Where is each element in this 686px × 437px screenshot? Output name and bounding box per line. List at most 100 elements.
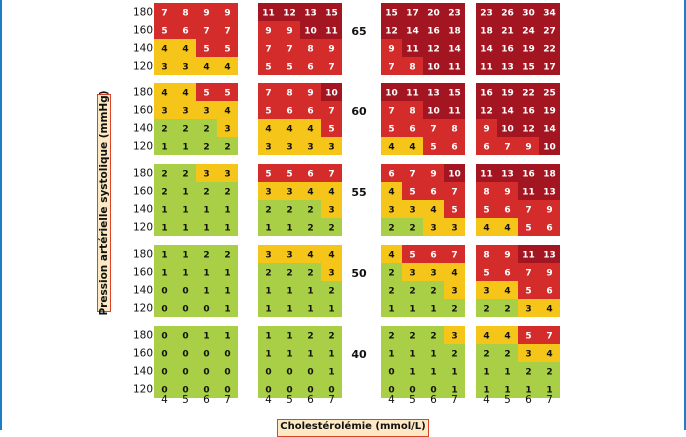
risk-value-label: 14 bbox=[448, 45, 461, 55]
risk-value-label: 23 bbox=[448, 9, 461, 19]
risk-value-label: 1 bbox=[409, 305, 415, 315]
risk-value-label: 9 bbox=[483, 125, 489, 135]
risk-cell bbox=[423, 380, 444, 398]
risk-value-label: 17 bbox=[543, 63, 556, 73]
risk-cell bbox=[175, 362, 196, 380]
risk-value-label: 9 bbox=[224, 9, 230, 19]
risk-value-label: 5 bbox=[286, 63, 292, 73]
risk-value-label: 5 bbox=[224, 89, 230, 99]
risk-value-label: 2 bbox=[328, 332, 334, 342]
risk-value-label: 6 bbox=[451, 143, 457, 153]
risk-value-label: 1 bbox=[224, 305, 230, 315]
risk-value-label: 1 bbox=[224, 269, 230, 279]
risk-value-label: 1 bbox=[430, 368, 436, 378]
risk-value-label: 1 bbox=[307, 287, 313, 297]
risk-cell bbox=[300, 245, 321, 263]
risk-value-label: 3 bbox=[286, 143, 292, 153]
risk-value-label: 1 bbox=[203, 332, 209, 342]
risk-cell bbox=[444, 299, 465, 317]
risk-value-label: 1 bbox=[546, 386, 552, 396]
risk-cell bbox=[321, 362, 342, 380]
risk-cell bbox=[476, 281, 497, 299]
risk-cell bbox=[196, 164, 217, 182]
risk-value-label: 1 bbox=[328, 350, 334, 360]
risk-cell bbox=[154, 57, 175, 75]
risk-cell bbox=[196, 218, 217, 236]
risk-value-label: 3 bbox=[307, 143, 313, 153]
risk-cell bbox=[423, 3, 444, 21]
risk-value-label: 11 bbox=[262, 9, 275, 19]
risk-cell bbox=[196, 101, 217, 119]
risk-value-label: 0 bbox=[307, 386, 313, 396]
risk-cell bbox=[476, 39, 497, 57]
risk-cell bbox=[539, 83, 560, 101]
risk-cell bbox=[539, 164, 560, 182]
risk-cell bbox=[154, 218, 175, 236]
risk-value-label: 30 bbox=[522, 9, 535, 19]
risk-cell bbox=[381, 200, 402, 218]
risk-value-label: 3 bbox=[224, 125, 230, 135]
risk-cell bbox=[539, 3, 560, 21]
risk-value-label: 1 bbox=[224, 332, 230, 342]
risk-cell bbox=[444, 137, 465, 155]
risk-cell bbox=[279, 137, 300, 155]
risk-value-label: 1 bbox=[182, 188, 188, 198]
risk-cell bbox=[476, 200, 497, 218]
risk-cell bbox=[497, 101, 518, 119]
risk-value-label: 16 bbox=[480, 89, 493, 99]
risk-value-label: 4 bbox=[307, 125, 313, 135]
risk-cell bbox=[321, 182, 342, 200]
risk-cell bbox=[300, 164, 321, 182]
risk-value-label: 1 bbox=[182, 224, 188, 234]
risk-cell bbox=[381, 57, 402, 75]
risk-value-label: 9 bbox=[430, 170, 436, 180]
risk-cell bbox=[518, 137, 539, 155]
risk-cell bbox=[196, 200, 217, 218]
risk-cell bbox=[518, 299, 539, 317]
risk-value-label: 25 bbox=[543, 89, 556, 99]
risk-value-label: 12 bbox=[480, 107, 493, 117]
risk-value-label: 7 bbox=[451, 188, 457, 198]
risk-value-label: 1 bbox=[182, 251, 188, 261]
risk-cell bbox=[258, 182, 279, 200]
risk-cell bbox=[444, 362, 465, 380]
risk-cell bbox=[444, 101, 465, 119]
risk-value-label: 15 bbox=[385, 9, 398, 19]
risk-value-label: 13 bbox=[304, 9, 317, 19]
risk-cell bbox=[258, 57, 279, 75]
age-label: 55 bbox=[351, 186, 366, 199]
risk-cell bbox=[258, 326, 279, 344]
risk-cell bbox=[300, 263, 321, 281]
risk-cell bbox=[518, 326, 539, 344]
risk-cell bbox=[497, 299, 518, 317]
risk-cell bbox=[217, 21, 238, 39]
risk-cell bbox=[300, 380, 321, 398]
risk-value-label: 7 bbox=[525, 269, 531, 279]
risk-value-label: 8 bbox=[409, 63, 415, 73]
risk-value-label: 6 bbox=[286, 107, 292, 117]
risk-value-label: 8 bbox=[483, 188, 489, 198]
risk-value-label: 1 bbox=[161, 251, 167, 261]
risk-value-label: 4 bbox=[409, 143, 415, 153]
risk-value-label: 6 bbox=[430, 188, 436, 198]
risk-cell bbox=[423, 164, 444, 182]
risk-value-label: 12 bbox=[385, 27, 398, 37]
cholesterol-tick-label: 7 bbox=[451, 394, 458, 406]
risk-cell bbox=[444, 200, 465, 218]
risk-cell bbox=[321, 164, 342, 182]
risk-value-label: 6 bbox=[409, 125, 415, 135]
risk-value-label: 2 bbox=[504, 305, 510, 315]
risk-value-label: 10 bbox=[427, 107, 440, 117]
risk-cell bbox=[217, 164, 238, 182]
risk-cell bbox=[321, 245, 342, 263]
risk-value-label: 0 bbox=[182, 332, 188, 342]
risk-value-label: 0 bbox=[224, 350, 230, 360]
risk-cell bbox=[258, 119, 279, 137]
risk-cell bbox=[279, 21, 300, 39]
risk-cell bbox=[402, 57, 423, 75]
risk-value-label: 7 bbox=[203, 27, 209, 37]
risk-value-label: 5 bbox=[525, 287, 531, 297]
risk-cell bbox=[217, 137, 238, 155]
risk-value-label: 0 bbox=[203, 368, 209, 378]
risk-value-label: 2 bbox=[161, 125, 167, 135]
